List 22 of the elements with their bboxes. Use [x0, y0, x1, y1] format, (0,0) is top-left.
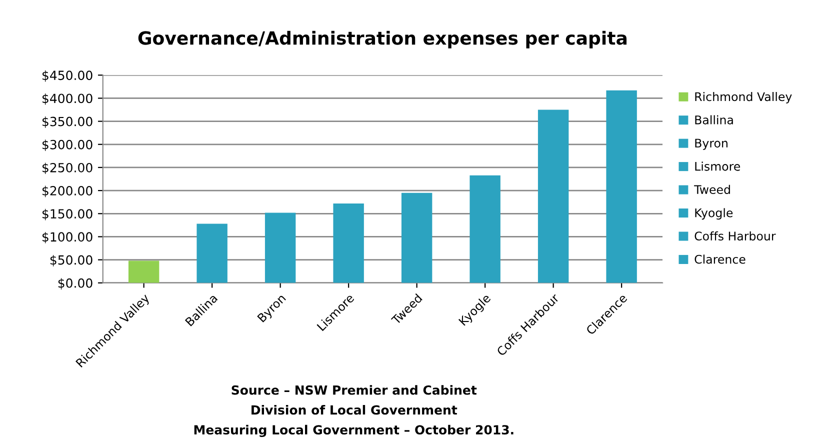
legend-label: Ballina: [695, 115, 733, 124]
legend-label: Lismore: [695, 162, 740, 171]
y-tick-label: $100.00: [42, 232, 92, 244]
y-tick-label: $400.00: [42, 93, 92, 105]
legend-label: Byron: [695, 138, 728, 150]
legend-label: Clarence: [694, 254, 746, 264]
y-tick-label: $250.00: [42, 162, 92, 174]
legend-label: Kyogle: [695, 208, 733, 220]
legend-label: Richmond Valley: [695, 92, 792, 104]
chart-title: Governance/Administration expenses per capita: [138, 30, 627, 48]
y-tick-label: $200.00: [42, 186, 92, 198]
text: Measuring Local Government – October 2013.: [194, 424, 514, 438]
source-note: Source – NSW Premier and Cabinet: [232, 385, 477, 395]
text: Division of Local Government: [252, 405, 458, 415]
legend-label: Tweed: [694, 184, 730, 194]
y-tick-label: $350.00: [42, 116, 92, 128]
y-tick-label: $0.00: [58, 278, 92, 290]
legend-label: Coffs Harbour: [694, 231, 776, 241]
y-tick-label: $300.00: [42, 140, 92, 151]
y-tick-label: $150.00: [42, 208, 92, 220]
y-tick-label: $50.00: [50, 255, 92, 266]
y-tick-label: $450.00: [42, 70, 92, 82]
